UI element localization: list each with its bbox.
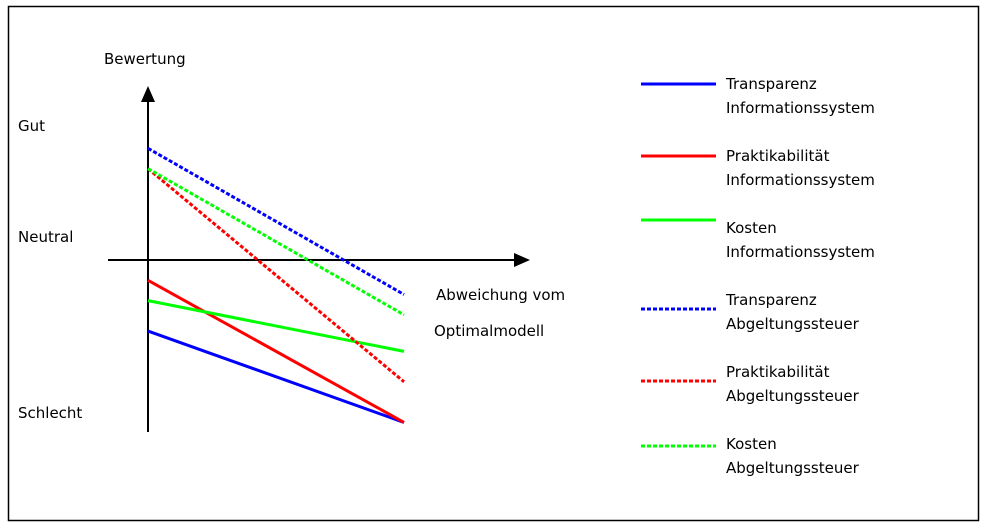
series-line-transparenz-abgeltungssteuer <box>148 148 404 294</box>
x-axis-label-line-1: Abweichung vom <box>436 286 565 304</box>
x-axis-label-line-2: Optimalmodell <box>434 322 544 340</box>
legend-label-kosten-informationssystem-line-1: Kosten <box>726 219 777 237</box>
legend-label-praktikabilitaet-abgeltungssteuer-line-1: Praktikabilität <box>726 363 830 381</box>
legend-label-kosten-informationssystem-line-2: Informationssystem <box>726 243 875 261</box>
legend-label-transparenz-abgeltungssteuer-line-2: Abgeltungssteuer <box>726 315 860 333</box>
legend: Transparenz Informationssystem Praktikabil… <box>641 75 875 477</box>
y-axis-label: Bewertung <box>104 50 186 68</box>
y-tick-label-neutral: Neutral <box>18 228 73 246</box>
y-axis-arrow <box>141 86 155 102</box>
y-tick-label-schlecht: Schlecht <box>18 404 82 422</box>
x-axis-arrow <box>514 253 530 267</box>
legend-label-praktikabilitaet-informationssystem-line-1: Praktikabilität <box>726 147 830 165</box>
y-tick-label-gut: Gut <box>18 117 45 135</box>
series-line-kosten-abgeltungssteuer <box>148 169 404 315</box>
legend-label-kosten-abgeltungssteuer-line-1: Kosten <box>726 435 777 453</box>
legend-label-transparenz-abgeltungssteuer-line-1: Transparenz <box>725 291 817 309</box>
chart-frame <box>9 7 979 521</box>
legend-label-praktikabilitaet-informationssystem-line-2: Informationssystem <box>726 171 875 189</box>
legend-label-kosten-abgeltungssteuer-line-2: Abgeltungssteuer <box>726 459 860 477</box>
legend-label-transparenz-informationssystem-line-1: Transparenz <box>725 75 817 93</box>
series-layer <box>148 148 404 422</box>
legend-label-praktikabilitaet-abgeltungssteuer-line-2: Abgeltungssteuer <box>726 387 860 405</box>
legend-label-transparenz-informationssystem-line-2: Informationssystem <box>726 99 875 117</box>
